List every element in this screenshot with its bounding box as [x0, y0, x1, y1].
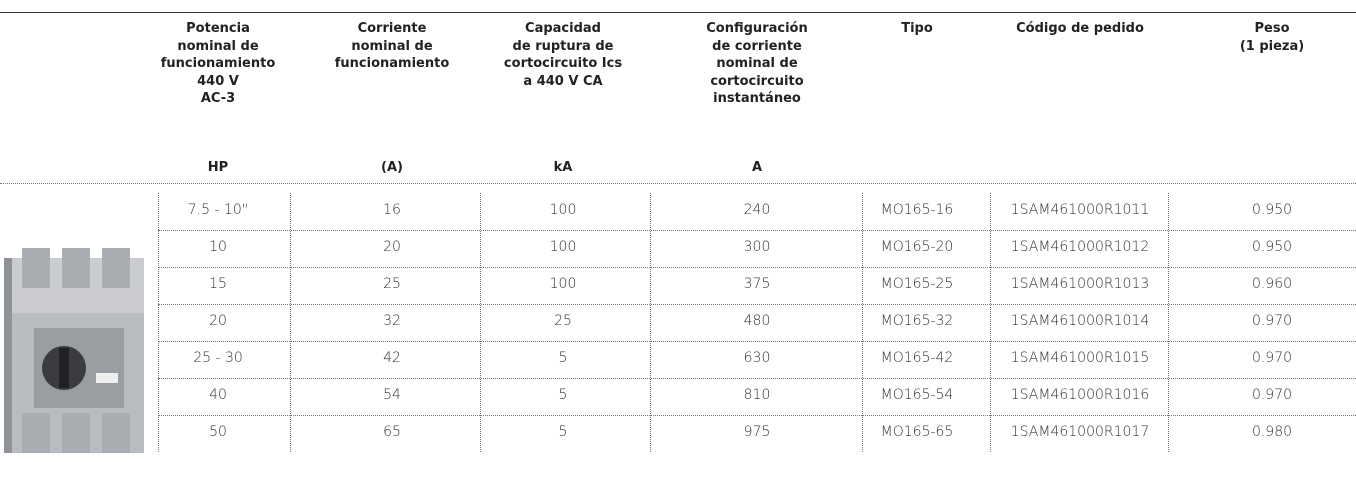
column-divider — [480, 193, 481, 452]
cell: 0.950 — [1251, 239, 1293, 255]
cell: MO165-54 — [880, 387, 954, 403]
header-line: Peso — [1254, 21, 1290, 36]
header-line: Código de pedido — [1016, 21, 1144, 36]
unit-label: (A) — [381, 160, 403, 175]
header-line: de corriente — [712, 38, 802, 54]
cell: 1SAM461000R1011 — [1010, 202, 1150, 218]
cell: 480 — [743, 313, 771, 329]
cell: 375 — [743, 276, 771, 292]
cell: 20 — [383, 239, 401, 255]
column-divider — [290, 193, 291, 452]
cell: 16 — [383, 202, 401, 218]
top-rule — [0, 12, 1356, 13]
cell: 15 — [209, 276, 227, 292]
header-line: Potencia — [186, 21, 250, 36]
cell: 5 — [558, 387, 568, 403]
cell: 0.970 — [1251, 387, 1293, 403]
cell: 975 — [743, 424, 771, 440]
cell: 65 — [383, 424, 401, 440]
row-divider — [158, 230, 1356, 231]
cell: 1SAM461000R1017 — [1010, 424, 1150, 440]
cell: 7.5 - 10" — [187, 202, 249, 218]
product-image — [4, 248, 144, 453]
column-divider — [650, 193, 651, 452]
header-line: (1 pieza) — [1239, 38, 1305, 54]
header-line: Capacidad — [525, 21, 601, 36]
cell: MO165-20 — [880, 239, 954, 255]
unit-label: HP — [207, 160, 229, 175]
cell: MO165-42 — [880, 350, 954, 366]
header-line: 440 V — [197, 73, 239, 89]
column-divider — [158, 193, 159, 452]
cell: 810 — [743, 387, 771, 403]
header-line: cortocircuito — [710, 73, 804, 89]
row-divider — [158, 415, 1356, 416]
cell: MO165-65 — [880, 424, 954, 440]
cell: 240 — [743, 202, 771, 218]
cell: MO165-32 — [880, 313, 954, 329]
cell: 5 — [558, 350, 568, 366]
cell: 1SAM461000R1013 — [1010, 276, 1150, 292]
cell: 100 — [549, 202, 577, 218]
column-divider — [1168, 193, 1169, 452]
cell: 1SAM461000R1014 — [1010, 313, 1150, 329]
header-line: funcionamiento — [160, 56, 276, 71]
cell: 25 - 30 — [193, 350, 243, 366]
cell: 630 — [743, 350, 771, 366]
unit-label: kA — [553, 160, 573, 175]
cell: 0.970 — [1251, 313, 1293, 329]
row-divider — [0, 183, 1356, 184]
cell: 54 — [383, 387, 401, 403]
row-divider — [158, 267, 1356, 268]
cell: 0.960 — [1251, 276, 1293, 292]
header-line: Corriente — [357, 21, 427, 36]
header-line: instantáneo — [713, 91, 801, 106]
row-divider — [158, 341, 1356, 342]
cell: MO165-16 — [880, 202, 954, 218]
cell: 25 — [554, 313, 572, 329]
header-line: nominal de — [351, 38, 433, 54]
cell: 1SAM461000R1012 — [1010, 239, 1150, 255]
cell: 42 — [383, 350, 401, 366]
cell: 100 — [549, 276, 577, 292]
header-line: nominal de — [716, 56, 798, 71]
cell: 50 — [209, 424, 227, 440]
cell: 1SAM461000R1015 — [1010, 350, 1150, 366]
cell: 0.970 — [1251, 350, 1293, 366]
header-line: AC-3 — [200, 91, 236, 106]
cell: 32 — [383, 313, 401, 329]
row-divider — [158, 304, 1356, 305]
header-line: funcionamiento — [334, 56, 450, 71]
cell: 25 — [383, 276, 401, 292]
header-line: de ruptura de — [512, 38, 614, 54]
header-line: Configuración — [706, 21, 808, 36]
column-divider — [862, 193, 863, 452]
cell: 300 — [743, 239, 771, 255]
cell: 5 — [558, 424, 568, 440]
cell: 20 — [209, 313, 227, 329]
header-line: nominal de — [177, 38, 259, 54]
cell: 0.980 — [1251, 424, 1293, 440]
cell: 100 — [549, 239, 577, 255]
header-line: Tipo — [901, 21, 933, 36]
cell: 10 — [209, 239, 227, 255]
header-line: cortocircuito Ics — [503, 56, 623, 71]
header-line: a 440 V CA — [523, 73, 603, 89]
column-divider — [990, 193, 991, 452]
cell: 40 — [209, 387, 227, 403]
cell: 1SAM461000R1016 — [1010, 387, 1150, 403]
unit-label: A — [751, 160, 763, 175]
cell: MO165-25 — [880, 276, 954, 292]
row-divider — [158, 378, 1356, 379]
cell: 0.950 — [1251, 202, 1293, 218]
